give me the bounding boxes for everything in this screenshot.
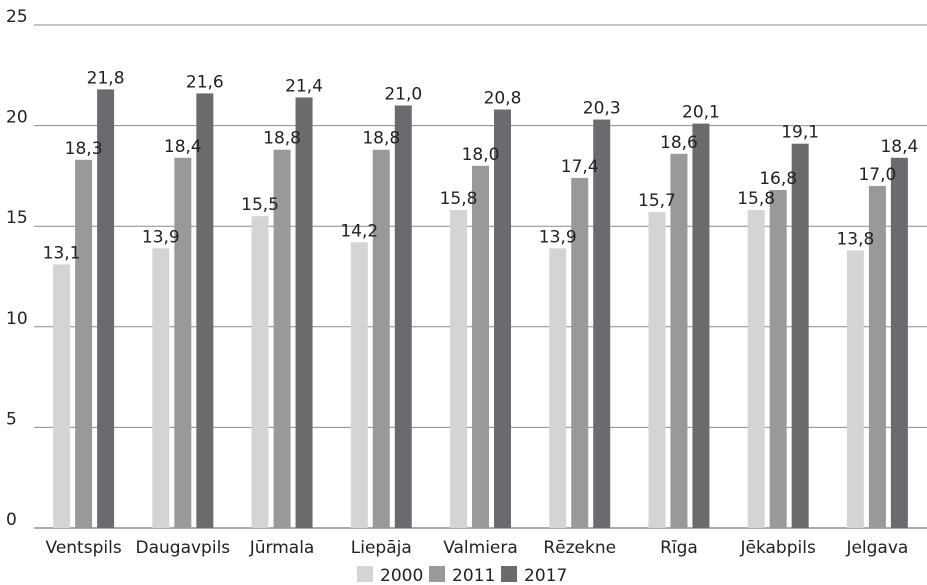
data-label: 17,0: [858, 165, 896, 185]
data-label: 21,6: [186, 72, 224, 92]
bar-2011: [372, 149, 390, 528]
bar-2011: [670, 153, 688, 528]
data-label: 13,9: [539, 227, 577, 247]
data-label: 20,1: [682, 103, 720, 123]
x-axis-category-labels: Ventspils Daugavpils Jūrmala Liepāja Valmier…: [46, 538, 909, 558]
bar-2017: [791, 143, 809, 528]
data-labels: 13,1 18,3 21,8 13,9 18,4 21,6 15,5 18,8 21,4 14,2…: [43, 68, 919, 263]
data-label: 15,8: [737, 189, 775, 209]
bar-2011: [273, 149, 291, 528]
x-category-label: Liepāja: [351, 538, 412, 558]
y-axis-tick-labels: 0 5 10 15 20 25: [6, 7, 28, 530]
data-label: 18,8: [362, 129, 400, 149]
bar-2017: [394, 105, 412, 528]
bar-2000: [53, 264, 71, 528]
bar-2011: [472, 165, 489, 528]
data-label: 18,0: [462, 145, 500, 165]
bar-2017: [97, 89, 115, 528]
legend-label: 2011: [452, 566, 495, 585]
x-category-label: Ventspils: [46, 538, 122, 558]
x-category-label: Valmiera: [443, 538, 518, 558]
x-category-label: Daugavpils: [136, 538, 231, 558]
bar-2000: [549, 248, 567, 528]
bar-2011: [769, 189, 787, 528]
bar-2017: [890, 157, 908, 529]
x-category-label: Rēzekne: [543, 538, 616, 558]
data-label: 13,9: [142, 227, 180, 247]
x-category-label: Rīga: [660, 538, 698, 558]
bar-2000: [747, 210, 765, 528]
data-label: 13,8: [836, 229, 874, 249]
bar-2011: [868, 185, 886, 528]
data-label: 13,1: [43, 243, 81, 263]
y-tick-label: 10: [6, 309, 28, 329]
legend-swatch: [357, 566, 373, 582]
bar-2011: [174, 157, 192, 529]
y-tick-label: 5: [6, 409, 17, 429]
legend-swatch: [501, 566, 517, 582]
bar-2000: [152, 248, 170, 528]
legend-label: 2017: [524, 566, 567, 585]
bar-2017: [494, 109, 511, 528]
bar-2000: [846, 250, 864, 528]
data-label: 21,4: [285, 76, 323, 96]
legend-label: 2000: [380, 566, 423, 585]
data-label: 18,3: [65, 139, 103, 159]
bar-2017: [692, 123, 710, 528]
bar-2017: [196, 93, 214, 529]
y-tick-label: 0: [6, 510, 17, 530]
y-tick-label: 15: [6, 208, 28, 228]
bar-2017: [593, 119, 611, 529]
legend: 2000 2011 2017: [357, 566, 567, 585]
data-label: 18,4: [164, 137, 202, 157]
data-label: 21,0: [384, 84, 422, 104]
bar-2017: [295, 97, 313, 528]
x-category-label: Jūrmala: [249, 538, 315, 558]
legend-swatch: [429, 566, 445, 582]
data-label: 20,8: [484, 89, 522, 109]
data-label: 18,4: [880, 137, 918, 157]
data-label: 17,4: [561, 157, 599, 177]
data-label: 14,2: [340, 221, 378, 241]
x-category-label: Jēkabpils: [740, 538, 816, 558]
bar-2000: [251, 216, 269, 528]
data-label: 16,8: [759, 169, 797, 189]
data-label: 20,3: [583, 99, 621, 119]
bar-2000: [350, 242, 368, 528]
data-label: 15,8: [440, 189, 478, 209]
data-label: 18,6: [660, 133, 698, 153]
bar-2011: [75, 159, 93, 528]
data-label: 15,7: [638, 191, 676, 211]
data-label: 15,5: [241, 195, 279, 215]
data-label: 18,8: [263, 129, 301, 149]
x-category-label: Jelgava: [845, 538, 908, 558]
y-tick-label: 20: [6, 108, 28, 128]
bar-2000: [450, 210, 467, 528]
bar-2000: [648, 212, 666, 528]
y-tick-label: 25: [6, 7, 28, 27]
data-label: 21,8: [87, 68, 125, 88]
data-label: 19,1: [781, 123, 819, 143]
bars: [53, 89, 908, 529]
bar-2011: [571, 177, 589, 529]
